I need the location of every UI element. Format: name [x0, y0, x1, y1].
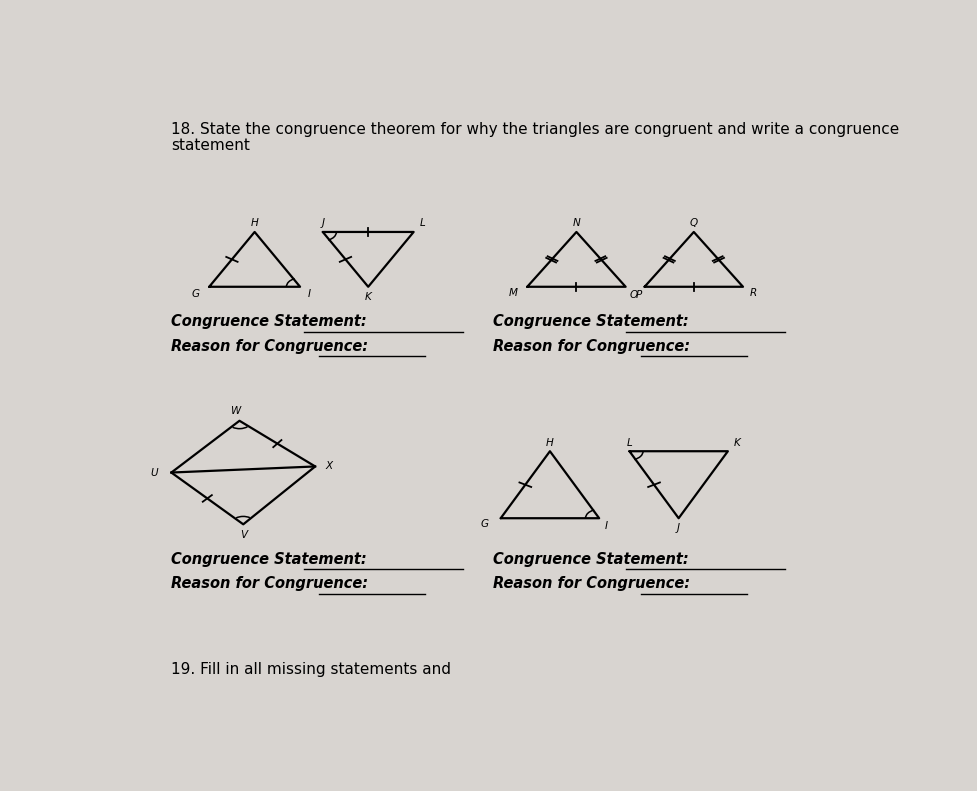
- Text: G: G: [480, 520, 488, 529]
- Text: K: K: [364, 292, 371, 301]
- Text: J: J: [677, 523, 680, 533]
- Text: Congruence Statement:: Congruence Statement:: [171, 314, 367, 329]
- Text: R: R: [750, 288, 757, 298]
- Text: I: I: [308, 289, 311, 299]
- Text: K: K: [734, 437, 741, 448]
- Text: Reason for Congruence:: Reason for Congruence:: [493, 339, 691, 354]
- Text: L: L: [420, 218, 426, 229]
- Text: W: W: [231, 406, 240, 416]
- Text: O: O: [629, 290, 637, 301]
- Text: J: J: [321, 218, 324, 229]
- Text: Congruence Statement:: Congruence Statement:: [171, 552, 367, 567]
- Text: G: G: [191, 289, 199, 299]
- Text: Reason for Congruence:: Reason for Congruence:: [171, 339, 368, 354]
- Text: N: N: [573, 218, 580, 229]
- Text: Reason for Congruence:: Reason for Congruence:: [493, 577, 691, 592]
- Text: H: H: [546, 437, 554, 448]
- Text: 18. State the congruence theorem for why the triangles are congruent and write a: 18. State the congruence theorem for why…: [171, 123, 900, 138]
- Text: V: V: [239, 530, 247, 540]
- Text: X: X: [325, 461, 332, 471]
- Text: L: L: [626, 437, 632, 448]
- Text: Congruence Statement:: Congruence Statement:: [493, 314, 689, 329]
- Text: H: H: [251, 218, 259, 229]
- Text: P: P: [635, 290, 642, 301]
- Text: M: M: [509, 288, 518, 298]
- Text: Congruence Statement:: Congruence Statement:: [493, 552, 689, 567]
- Text: I: I: [605, 520, 609, 531]
- Text: Q: Q: [690, 218, 698, 229]
- Text: U: U: [150, 467, 158, 478]
- Text: Reason for Congruence:: Reason for Congruence:: [171, 577, 368, 592]
- Text: statement: statement: [171, 138, 250, 153]
- Text: 19. Fill in all missing statements and: 19. Fill in all missing statements and: [171, 661, 451, 676]
